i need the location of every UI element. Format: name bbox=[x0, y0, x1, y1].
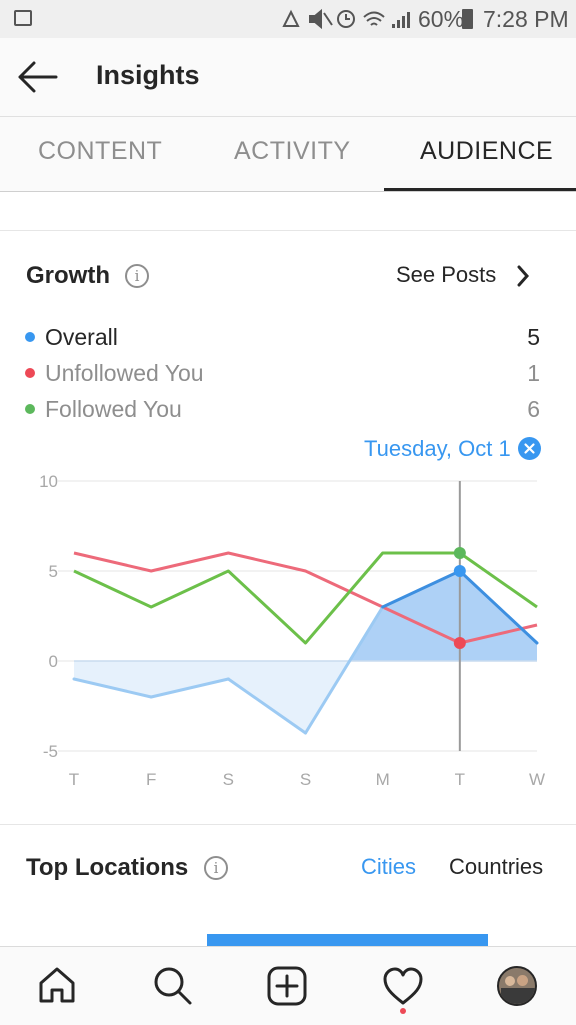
unfollowed-value: 1 bbox=[527, 360, 540, 386]
y-tick-label: -5 bbox=[43, 742, 58, 761]
active-tab-indicator bbox=[384, 188, 576, 191]
page-title: Insights bbox=[96, 60, 200, 90]
status-icons bbox=[282, 8, 410, 30]
activity-heart-icon[interactable] bbox=[382, 967, 424, 1007]
alarm-icon bbox=[337, 10, 355, 28]
clock: 7:28 PM bbox=[483, 6, 569, 32]
battery-icon bbox=[462, 9, 473, 29]
x-tick-label: S bbox=[300, 770, 311, 789]
tab-audience[interactable]: AUDIENCE bbox=[420, 137, 554, 165]
profile-avatar[interactable] bbox=[497, 966, 537, 1006]
y-tick-label: 5 bbox=[49, 562, 58, 581]
tab-cities[interactable]: Cities bbox=[361, 854, 417, 879]
wifi-icon bbox=[363, 11, 385, 26]
tab-activity[interactable]: ACTIVITY bbox=[234, 137, 351, 165]
section-divider bbox=[0, 230, 576, 231]
selected-point-unfollowed-you bbox=[453, 637, 466, 649]
info-icon[interactable]: i bbox=[125, 264, 149, 288]
location-bar bbox=[207, 934, 488, 948]
overall-negative-area bbox=[74, 661, 350, 733]
bottom-nav bbox=[0, 946, 576, 1025]
new-post-icon[interactable] bbox=[267, 966, 307, 1006]
signal-icon bbox=[392, 12, 410, 28]
tab-content[interactable]: CONTENT bbox=[38, 137, 163, 165]
search-icon[interactable] bbox=[152, 965, 194, 1007]
chevron-right-icon bbox=[517, 265, 530, 287]
x-tick-label: S bbox=[223, 770, 234, 789]
back-arrow-icon[interactable] bbox=[16, 60, 60, 94]
x-tick-label: M bbox=[376, 770, 390, 789]
overall-positive-area bbox=[349, 571, 537, 661]
mute-icon bbox=[309, 8, 333, 30]
unfollowed-legend-dot bbox=[25, 368, 35, 378]
x-tick-label: F bbox=[146, 770, 156, 789]
recycle-icon bbox=[282, 9, 300, 27]
overall-value: 5 bbox=[527, 324, 540, 350]
selected-point-followed-you bbox=[453, 547, 466, 559]
followed-legend-dot bbox=[25, 404, 35, 414]
overall-legend-dot bbox=[25, 332, 35, 342]
growth-chart[interactable]: 10 5 0 -5 T F S S M T W bbox=[0, 465, 576, 795]
app-bar: Insights bbox=[0, 38, 576, 117]
overall-line-segment bbox=[381, 569, 462, 609]
overall-line-segment bbox=[72, 677, 153, 699]
tab-countries[interactable]: Countries bbox=[449, 854, 544, 879]
status-bar: 60% 7:28 PM bbox=[0, 0, 576, 38]
overall-label: Overall bbox=[45, 324, 118, 350]
x-tick-label: T bbox=[69, 770, 79, 789]
overall-line-segment bbox=[458, 569, 539, 645]
followed-label: Followed You bbox=[45, 396, 182, 422]
section-divider bbox=[0, 824, 576, 825]
clear-selection-icon[interactable] bbox=[518, 437, 541, 460]
see-posts-label: See Posts bbox=[396, 262, 497, 287]
x-tick-label: T bbox=[455, 770, 465, 789]
selected-point-overall bbox=[453, 565, 466, 577]
overall-line-segment bbox=[304, 605, 385, 735]
unfollowed-label: Unfollowed You bbox=[45, 360, 204, 386]
battery-percent: 60% bbox=[418, 6, 465, 32]
y-tick-label: 10 bbox=[39, 472, 58, 491]
info-icon[interactable]: i bbox=[204, 856, 228, 880]
gallery-notification-icon bbox=[14, 10, 32, 26]
x-tick-label: W bbox=[529, 770, 545, 789]
growth-heading: Growth bbox=[26, 262, 110, 289]
selected-day-label: Tuesday, Oct 1 bbox=[364, 436, 511, 461]
y-tick-label: 0 bbox=[49, 652, 58, 671]
home-icon[interactable] bbox=[37, 965, 77, 1005]
insights-tabs: CONTENT ACTIVITY AUDIENCE bbox=[0, 117, 576, 192]
notification-dot bbox=[400, 1008, 406, 1014]
overall-line-segment bbox=[149, 677, 230, 699]
see-posts-link[interactable]: See Posts bbox=[396, 262, 546, 292]
top-locations-heading: Top Locations bbox=[26, 854, 189, 881]
followed-value: 6 bbox=[527, 396, 540, 422]
overall-line-segment bbox=[226, 677, 307, 735]
